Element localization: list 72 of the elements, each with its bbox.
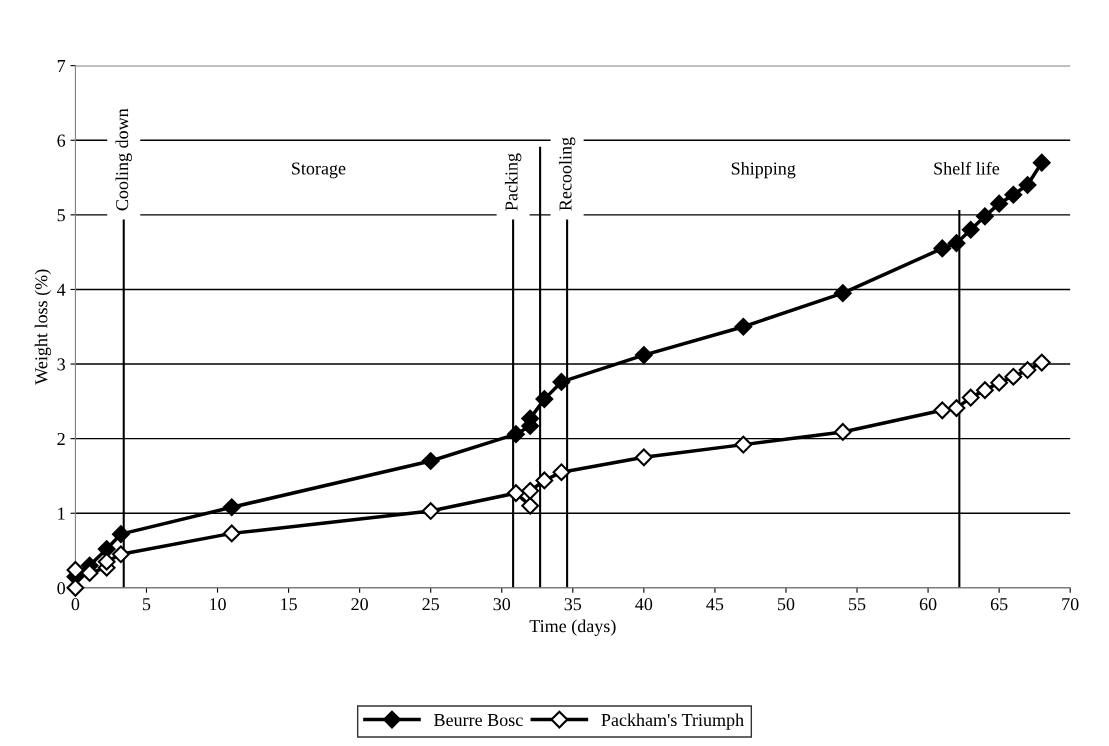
y-tick-label: 7 [57,60,66,72]
x-tick-label: 55 [849,598,866,611]
point [990,373,1009,392]
y-tick-label: 0 [57,582,65,595]
point [933,401,952,420]
y-tick-label: 6 [57,134,66,147]
x-tick-label: 25 [422,598,440,611]
point [990,194,1009,213]
y-axis-title: Weight loss (%) [34,269,52,385]
ref-line-label: Packing [504,153,522,211]
y-tick-label: 5 [57,209,65,222]
point [1018,176,1037,194]
y-tick-label: 3 [57,358,65,371]
point [976,207,994,226]
point [1032,153,1051,172]
x-tick-label: 40 [635,598,653,611]
x-tick-label: 15 [281,598,297,611]
point [222,498,241,517]
point [1004,185,1023,204]
point [961,388,980,407]
point [961,220,980,239]
ref-line-label: Cooling down [115,108,132,211]
point [976,381,994,400]
annotation: Shipping [731,161,796,179]
x-axis-title: Time (days) [529,619,616,636]
x-tick-label: 5 [143,598,151,611]
x-tick-label: 70 [1062,598,1079,611]
y-tick-label: 2 [57,432,65,445]
point [1004,367,1023,386]
x-tick-label: 45 [706,598,724,611]
x-tick-label: 60 [919,598,937,611]
point [507,425,525,444]
point [507,484,525,502]
point [111,545,130,564]
point [1032,353,1051,372]
point [535,390,554,409]
point [634,448,653,467]
point [552,463,571,482]
x-tick-label: 20 [351,598,368,611]
point [933,239,952,258]
legend-label: Packham's Triumph [601,713,744,730]
point [552,373,571,391]
point [734,317,753,336]
point [66,561,85,579]
x-tick-label: 50 [777,598,795,611]
point [947,399,966,417]
point [421,502,440,520]
ref-line-label: Recooling [558,137,576,211]
annotation: Storage [292,162,346,179]
point [97,540,116,558]
point [521,496,540,515]
point [833,284,852,303]
legend-label: Beurre Bosc [434,714,523,727]
point [222,524,241,543]
x-tick-label: 0 [71,598,80,611]
x-tick-label: 10 [210,598,226,611]
point [80,564,99,582]
y-tick-label: 4 [57,283,66,296]
point [734,435,753,454]
point [947,234,966,253]
point [634,346,653,364]
point [421,452,440,470]
point [521,481,540,500]
x-tick-label: 35 [564,598,582,611]
point [111,525,130,544]
y-tick-label: 1 [58,507,65,520]
annotation: Shelf life [934,161,1000,175]
x-tick-label: 65 [990,598,1008,611]
point [1018,361,1037,379]
x-tick-label: 30 [493,598,511,611]
point [833,423,852,441]
point [535,471,554,490]
